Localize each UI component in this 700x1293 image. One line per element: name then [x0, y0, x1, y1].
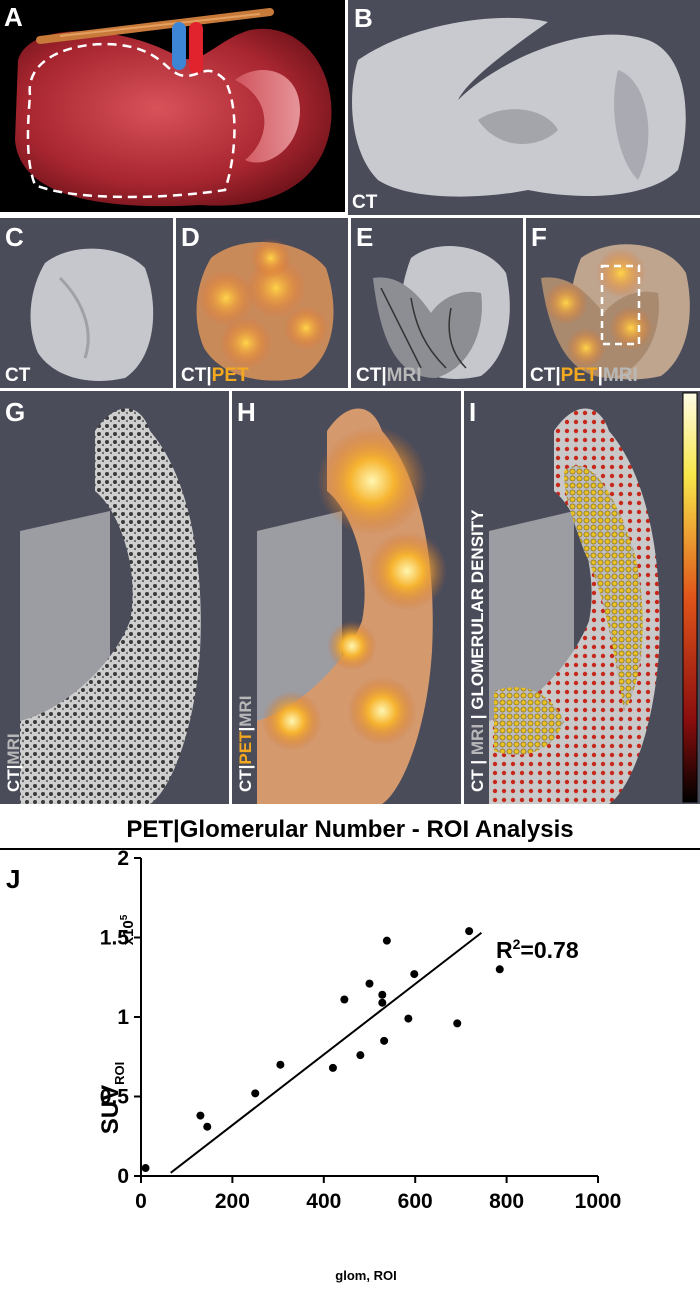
data-point	[378, 998, 387, 1007]
panel-letter: H	[237, 397, 256, 427]
chart-title: PET|Glomerular Number - ROI Analysis	[126, 816, 574, 843]
ct-mri-slice	[20, 408, 201, 804]
panel-e: E CT|MRI	[351, 218, 523, 388]
panel-h: H CT|PET|MRI	[232, 391, 461, 804]
panel-letter: A	[4, 2, 23, 32]
y-tick-label: 2	[117, 850, 129, 870]
ct-mri-rendering	[373, 246, 510, 379]
panel-letter: D	[181, 222, 200, 252]
data-point	[465, 927, 474, 936]
modality-label: CT|PET|MRI	[236, 695, 255, 792]
modality-label: CT|MRI	[356, 365, 422, 386]
panel-letter: B	[354, 3, 373, 33]
panel-i: I CT | MRI | GLOMERULAR DENSITY	[464, 391, 700, 804]
x-tick-label: 1000	[575, 1190, 622, 1213]
panel-letter: F	[531, 222, 547, 252]
ct-pet-mri-slice	[257, 408, 447, 804]
x-tick-label: 800	[489, 1190, 524, 1213]
data-point	[378, 990, 387, 999]
y-tick-label: 1.5	[100, 927, 130, 950]
data-point	[141, 1164, 150, 1173]
data-point	[356, 1051, 365, 1060]
modality-label: CT|PET|MRI	[530, 365, 638, 386]
panel-a: A	[0, 0, 345, 212]
x-tick-label: 0	[135, 1190, 147, 1213]
y-multiplier-label: x105	[119, 914, 137, 945]
ct-rendering	[30, 248, 154, 381]
panel-letter: J	[6, 864, 20, 894]
modality-label: CT	[5, 365, 31, 386]
panel-letter: E	[356, 222, 374, 252]
chart-ticks: 0 200 400 600 800 1000 0 0.5 1 1.5 2	[100, 850, 622, 1213]
data-point	[276, 1060, 285, 1069]
data-point	[203, 1122, 212, 1131]
modality-label: CT|PET	[181, 365, 249, 386]
y-axis-label: SUVROI	[97, 1062, 127, 1134]
x-tick-label: 400	[306, 1190, 341, 1213]
title-rule	[0, 848, 700, 850]
panel-f: F CT|PET|MRI	[526, 218, 700, 388]
panel-c: C CT	[0, 218, 173, 388]
data-point	[380, 1036, 389, 1045]
data-point	[453, 1019, 462, 1028]
panel-b: B CT	[348, 0, 700, 215]
glomerular-density-slice	[489, 392, 698, 804]
panel-letter: I	[469, 397, 477, 427]
x-tick-label: 600	[398, 1190, 433, 1213]
y-tick-label: 0.5	[100, 1086, 130, 1109]
fit-line	[170, 931, 483, 1174]
data-point	[382, 936, 391, 945]
data-points	[141, 927, 504, 1173]
data-point	[365, 979, 374, 988]
panel-g: G CT|MRI	[0, 391, 229, 804]
data-point	[340, 995, 349, 1004]
roi-dashed-box	[600, 264, 641, 346]
fit-line-group	[170, 931, 483, 1174]
r-squared-label: R2=0.78	[496, 936, 579, 963]
modality-label: CT | MRI | GLOMERULAR DENSITY	[468, 509, 487, 792]
modality-label: CT	[352, 192, 378, 213]
density-colorbar	[682, 392, 698, 803]
data-point	[404, 1014, 413, 1023]
ct-pet-rendering	[196, 238, 334, 381]
panel-letter: G	[5, 397, 26, 427]
data-point	[196, 1111, 205, 1120]
scatter-chart: J 0 200 400 600 800 1000 0 0.5 1 1.5 2 SUVROI x105…	[6, 850, 622, 1283]
x-axis-label: glom, ROI	[335, 1268, 396, 1283]
x-tick-label: 200	[215, 1190, 250, 1213]
data-point	[410, 970, 419, 979]
data-point	[328, 1063, 337, 1072]
ct-rendering	[352, 17, 686, 197]
data-point	[495, 965, 504, 974]
data-point	[251, 1089, 260, 1098]
y-tick-label: 1	[117, 1006, 129, 1029]
panel-letter: C	[5, 222, 24, 252]
ct-pet-mri-rendering	[541, 244, 690, 380]
panel-d: D CT|PET	[176, 218, 348, 388]
modality-label: CT|MRI	[4, 733, 23, 792]
kidney-illustration	[15, 8, 332, 207]
y-tick-label: 0	[117, 1165, 129, 1188]
